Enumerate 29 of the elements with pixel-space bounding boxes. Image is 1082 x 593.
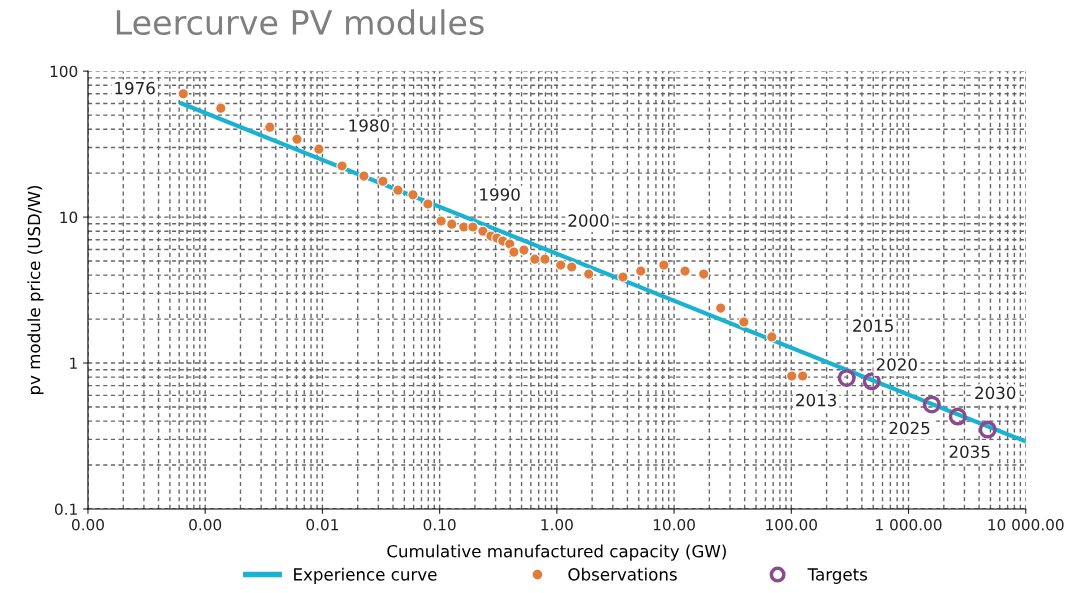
x-tick-label: 10.00 [653, 518, 695, 531]
annotation: 2035 [949, 445, 990, 459]
x-axis-title: Cumulative manufactured capacity (GW) [387, 544, 726, 561]
annotation: 2020 [876, 358, 917, 371]
annotation: 2013 [796, 393, 837, 407]
x-tick-label: 1 000.00 [876, 518, 942, 531]
legend-label: Observations [568, 567, 677, 581]
chart-title: Leercurve PV modules [116, 9, 484, 36]
annotation: 2025 [889, 421, 930, 435]
annotation: 1990 [480, 188, 520, 201]
x-tick-label: 10 000.00 [988, 518, 1064, 531]
annotation: 2000 [568, 214, 609, 227]
y-tick-label: 1 [70, 357, 77, 369]
y-axis-title: pv module price (USD/W) [27, 186, 44, 395]
x-tick-label: 0.10 [423, 518, 456, 531]
x-tick-label: 0.01 [306, 518, 339, 531]
y-tick-label: 100 [50, 65, 78, 78]
annotation: 1976 [115, 81, 155, 95]
legend-label: Targets [807, 568, 868, 584]
x-tick-label: 1.00 [541, 518, 573, 531]
annotation: 2015 [853, 319, 893, 332]
x-tick-label: 0.00 [189, 518, 222, 531]
annotation: 2030 [975, 386, 1016, 400]
legend-label: Experience curve [294, 567, 437, 584]
x-tick-label: 0.00 [71, 518, 104, 531]
x-tick-label: 100.00 [766, 518, 818, 531]
y-tick-label: 0.1 [54, 503, 77, 515]
y-tick-label: 10 [60, 211, 78, 224]
annotation: 1980 [349, 119, 389, 132]
